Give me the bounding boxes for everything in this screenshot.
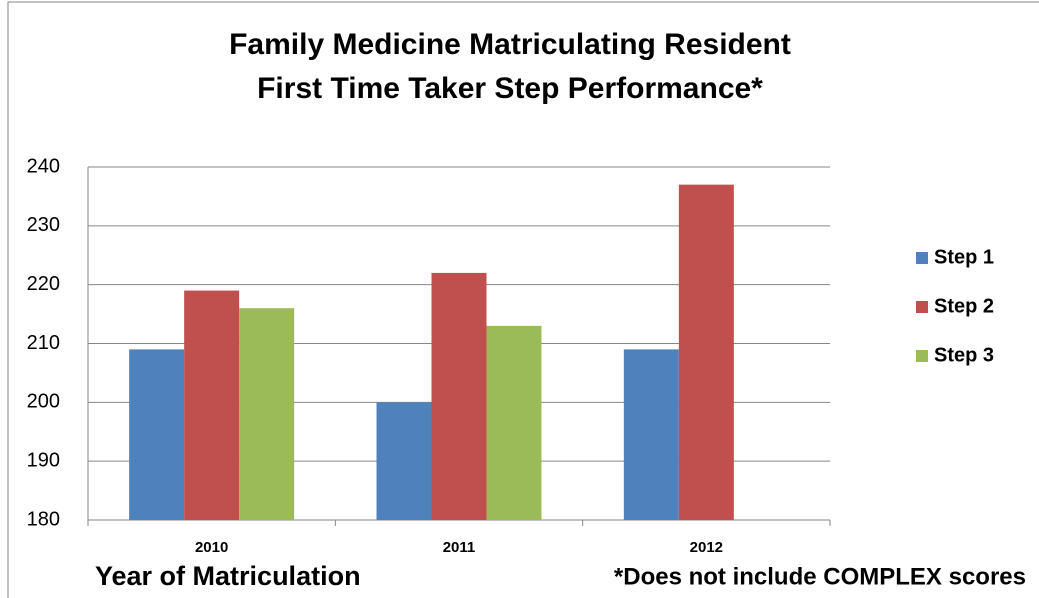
bar [184, 290, 240, 520]
y-tick-label: 210 [27, 332, 60, 354]
chart-border [7, 1, 1039, 598]
chart-title: First Time Taker Step Performance* [257, 72, 763, 105]
chart-title: Family Medicine Matriculating Resident [229, 28, 791, 61]
annotation: *Does not include COMPLEX scores [614, 563, 1026, 590]
legend-label: Step 2 [934, 295, 994, 317]
bar [239, 308, 295, 520]
y-tick-label: 190 [27, 449, 60, 471]
bar [623, 349, 679, 520]
legend-label: Step 1 [934, 246, 994, 268]
y-tick-label: 200 [27, 391, 60, 413]
legend-swatch [916, 301, 928, 313]
x-tick-label: 2011 [443, 539, 476, 556]
x-axis-label: Year of Matriculation [95, 561, 361, 591]
y-tick-label: 180 [27, 508, 60, 530]
bar [678, 184, 734, 520]
bar [486, 325, 542, 520]
y-tick-label: 230 [27, 214, 60, 236]
x-tick-label: 2010 [195, 539, 228, 556]
bar [431, 272, 487, 520]
y-tick-label: 220 [27, 273, 60, 295]
legend-swatch [916, 252, 928, 264]
y-tick-label: 240 [27, 155, 60, 177]
bar [376, 402, 432, 520]
x-tick-label: 2012 [690, 539, 723, 556]
bar [129, 349, 185, 520]
legend-label: Step 3 [934, 344, 994, 366]
legend-swatch [916, 350, 928, 362]
